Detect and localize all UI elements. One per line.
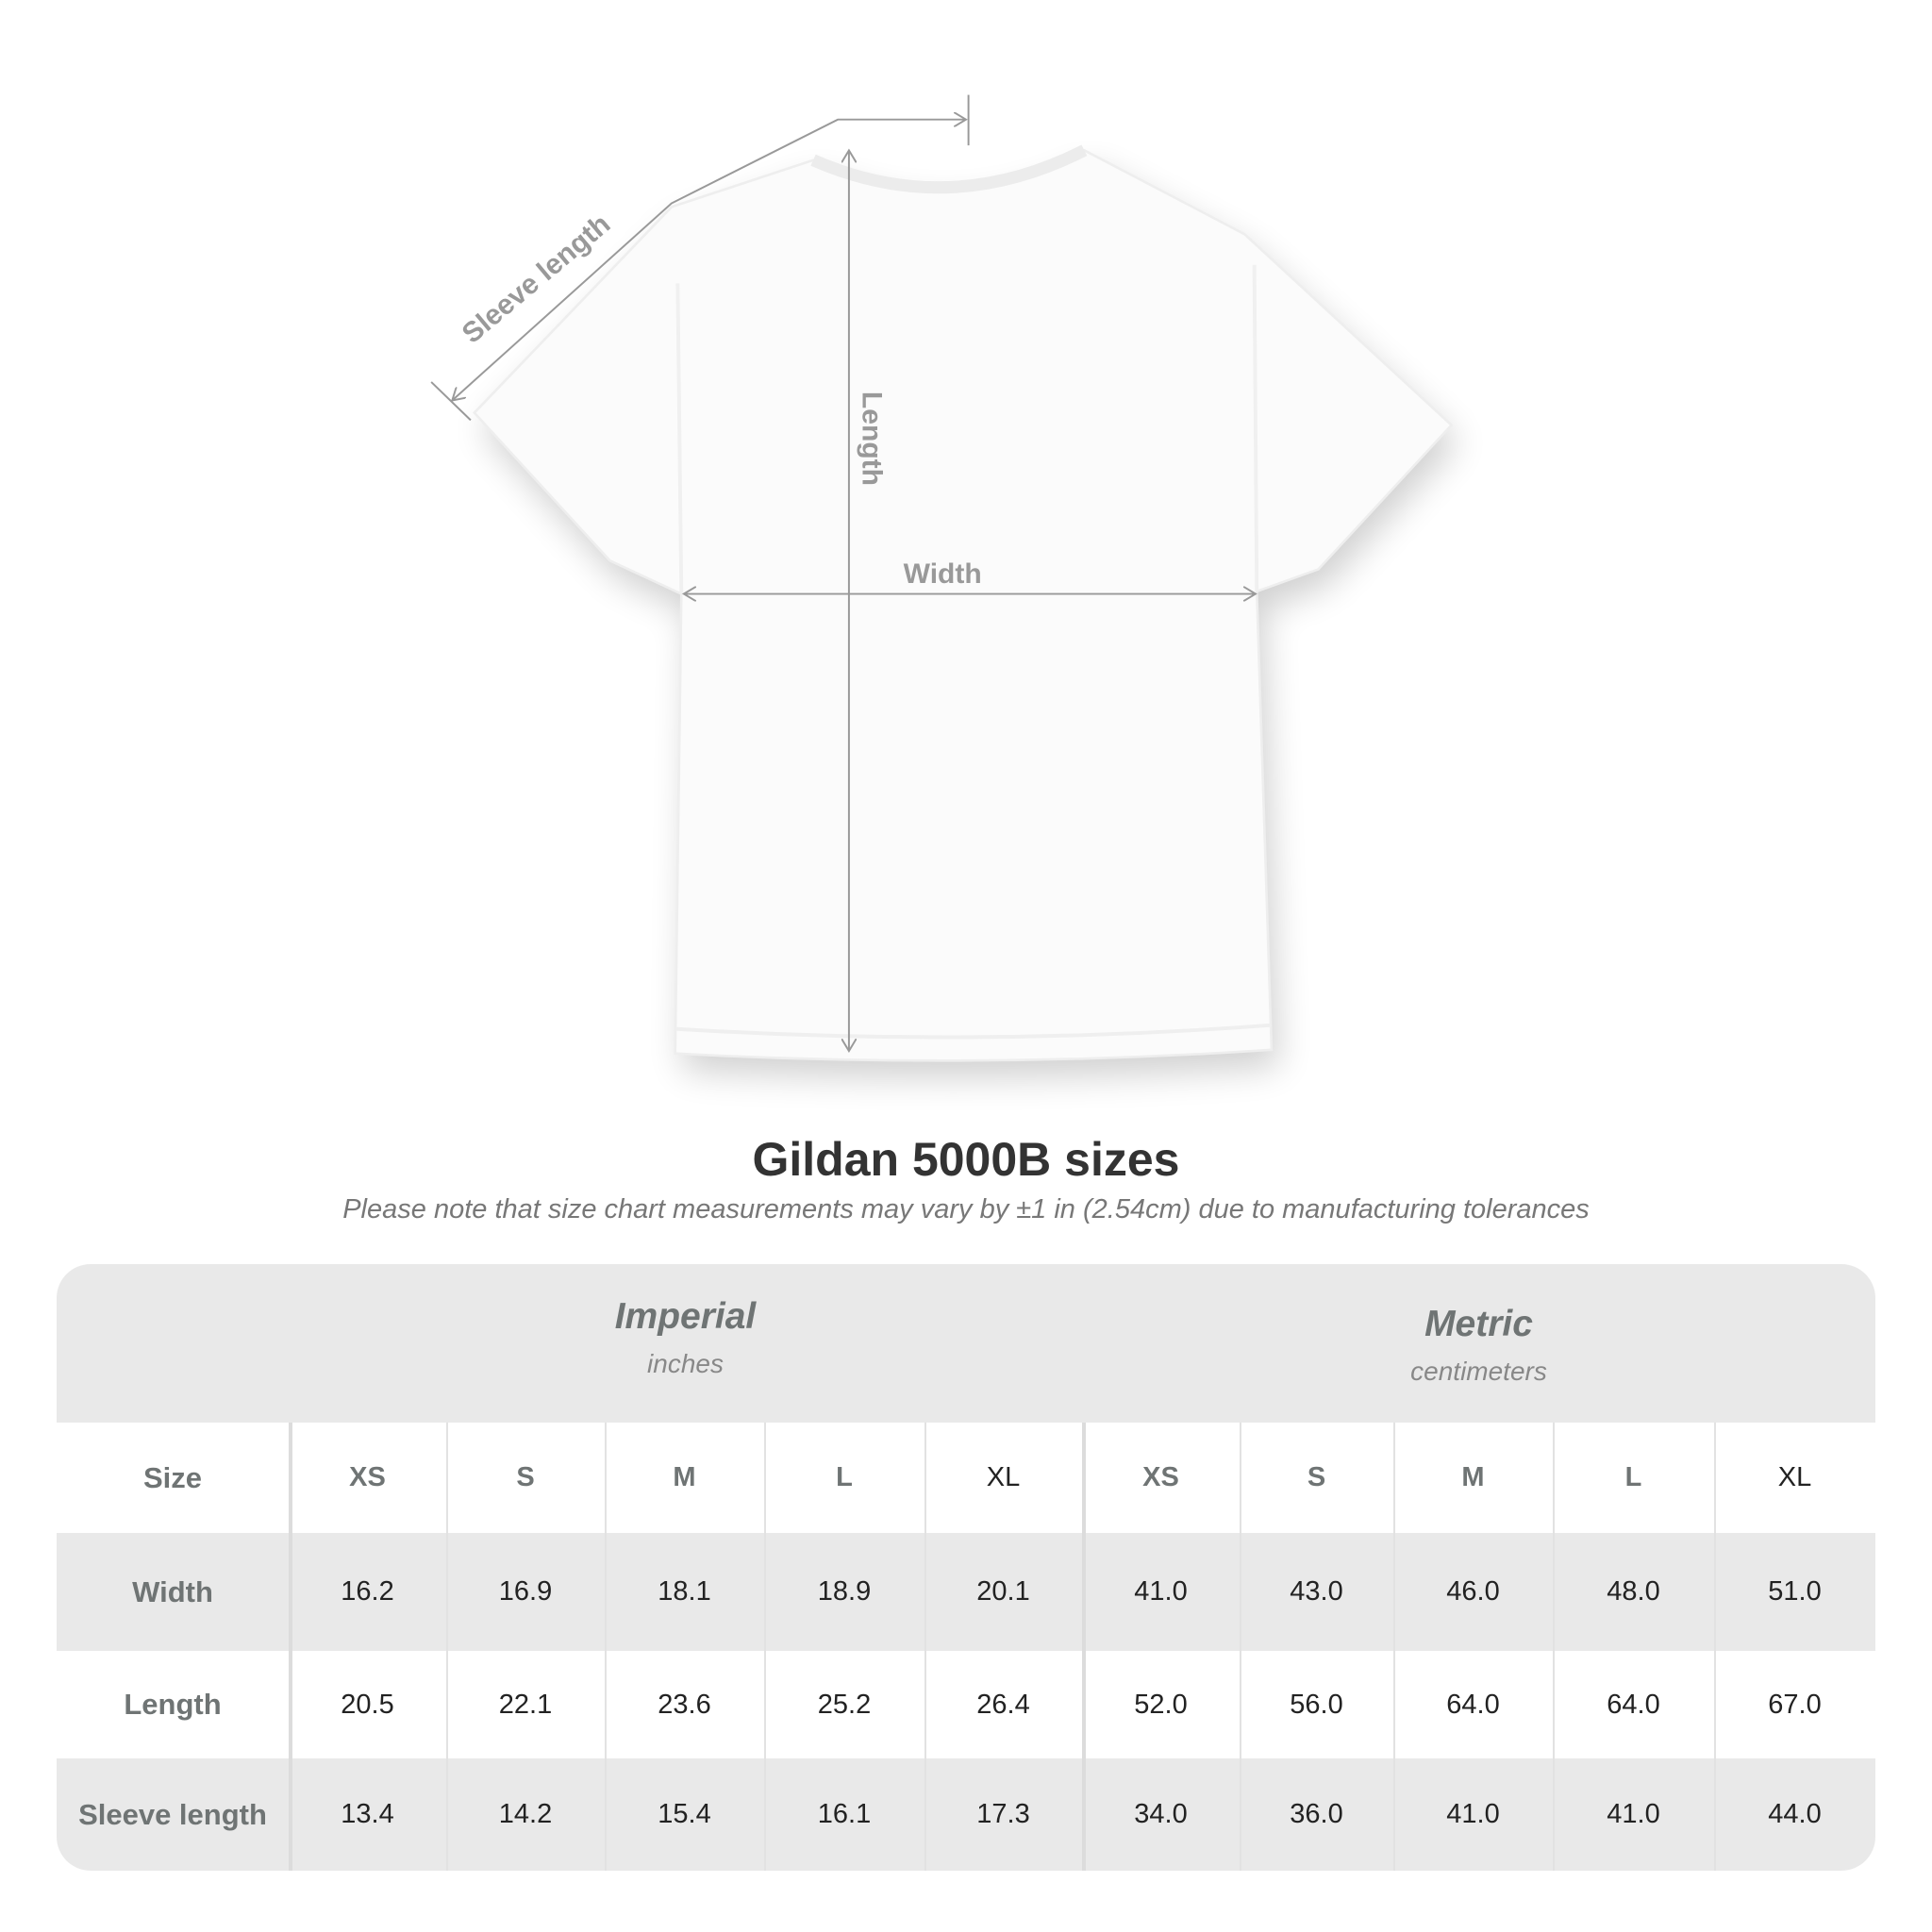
table-cell: 22.1 [498, 1689, 553, 1720]
size-column-header: M [1461, 1462, 1485, 1492]
column-divider [764, 1423, 766, 1871]
table-row: Sleeve length 13.4 14.2 15.4 16.1 17.3 34.0 36.… [57, 1758, 1875, 1871]
row-label: Sleeve length [78, 1797, 267, 1831]
imperial-unit: inches [647, 1349, 724, 1378]
table-cell: 64.0 [1607, 1689, 1660, 1720]
table-cell: 36.0 [1290, 1799, 1343, 1829]
column-divider [1714, 1423, 1716, 1871]
column-divider [289, 1423, 292, 1871]
metric-unit: centimeters [1410, 1357, 1547, 1386]
table-cell: 41.0 [1134, 1576, 1188, 1607]
page-title: Gildan 5000B sizes [752, 1133, 1180, 1186]
table-cell: 20.1 [976, 1576, 1030, 1607]
table-cell: 23.6 [658, 1689, 711, 1720]
table-cell: 15.4 [658, 1799, 711, 1829]
table-cell: 26.4 [976, 1689, 1030, 1720]
row-label: Width [132, 1574, 213, 1608]
row-label: Size [142, 1460, 203, 1494]
column-divider [1553, 1423, 1555, 1871]
size-column-header: L [836, 1462, 853, 1492]
metric-title: Metric [1424, 1304, 1533, 1344]
column-divider [1082, 1423, 1086, 1871]
metric-header: Metric centimeters [1082, 1304, 1875, 1387]
table-cell: 52.0 [1134, 1689, 1188, 1720]
width-label: Width [904, 558, 982, 590]
table-row: Width 16.2 16.9 18.1 18.9 20.1 41.0 43.0 46.0 48.… [57, 1533, 1875, 1651]
table-cell: 64.0 [1446, 1689, 1500, 1720]
table-cell: 18.9 [817, 1576, 872, 1607]
tshirt-image [473, 144, 1459, 1078]
size-column-header: M [673, 1462, 696, 1492]
table-cell: 51.0 [1768, 1576, 1822, 1607]
size-column-header: S [516, 1462, 535, 1492]
size-column-header: XS [349, 1462, 386, 1492]
size-column-header: XL [1777, 1462, 1812, 1492]
table-cell: 16.9 [498, 1576, 553, 1607]
units-header [57, 1264, 1875, 1423]
column-divider [1240, 1423, 1241, 1871]
table-cell: 41.0 [1446, 1799, 1500, 1829]
table-cell: 48.0 [1607, 1576, 1660, 1607]
size-header-row: Size XS S M L XL XS S M L XL [57, 1423, 1875, 1533]
column-divider [1393, 1423, 1395, 1871]
size-column-header: L [1624, 1462, 1642, 1492]
table-cell: 16.1 [817, 1799, 872, 1829]
table-cell: 67.0 [1768, 1689, 1822, 1720]
table-row: Length 20.5 22.1 23.6 25.2 26.4 52.0 56.0 64.0 64… [57, 1651, 1875, 1758]
size-column-header: S [1307, 1462, 1326, 1492]
table-cell: 43.0 [1290, 1576, 1343, 1607]
table-cell: 20.5 [341, 1689, 394, 1720]
table-cell: 17.3 [976, 1799, 1030, 1829]
sleeve-length-measure [430, 94, 970, 422]
size-column-header: XL [986, 1462, 1021, 1492]
table-cell: 16.2 [341, 1576, 394, 1607]
column-divider [605, 1423, 607, 1871]
table-cell: 34.0 [1134, 1799, 1188, 1829]
length-label: Length [856, 391, 887, 486]
tolerance-note: Please note that size chart measurements… [342, 1194, 1590, 1224]
table-cell: 14.2 [498, 1799, 553, 1829]
table-cell: 56.0 [1290, 1689, 1343, 1720]
table-cell: 44.0 [1768, 1799, 1822, 1829]
table-cell: 46.0 [1446, 1576, 1500, 1607]
column-divider [924, 1423, 926, 1871]
size-table: Imperial inches Metric centimeters Size X… [57, 1264, 1875, 1871]
table-cell: 18.1 [658, 1576, 711, 1607]
row-label: Length [124, 1688, 222, 1721]
imperial-header: Imperial inches [289, 1296, 1082, 1379]
column-divider [446, 1423, 448, 1871]
imperial-title: Imperial [614, 1296, 757, 1337]
size-column-header: XS [1142, 1462, 1179, 1492]
table-cell: 13.4 [341, 1799, 394, 1829]
table-cell: 25.2 [817, 1689, 872, 1720]
table-cell: 41.0 [1607, 1799, 1660, 1829]
